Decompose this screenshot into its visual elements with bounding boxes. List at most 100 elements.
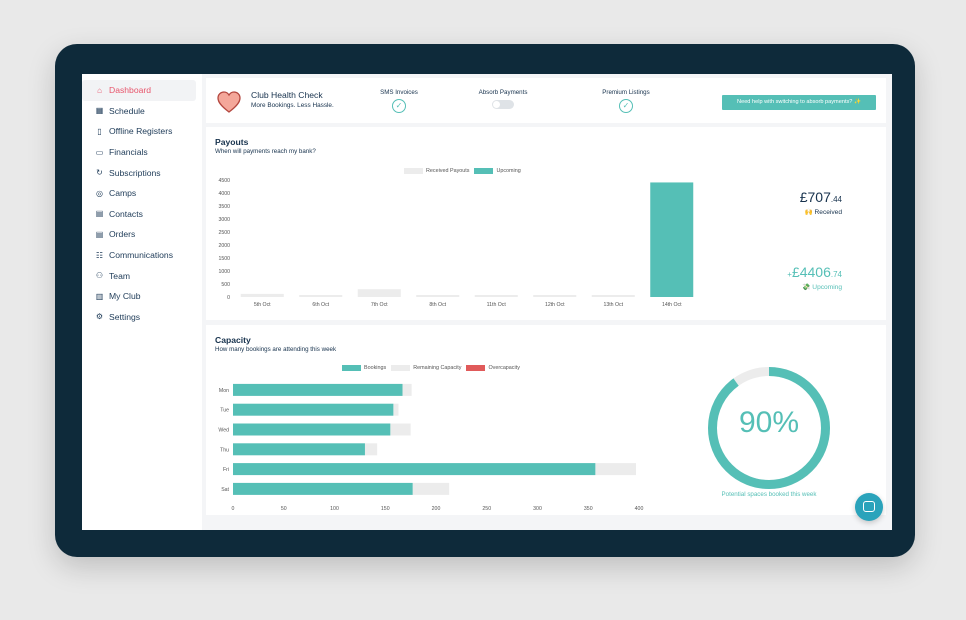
bar-bookings-tue <box>233 403 394 416</box>
x-tick-label: 7th Oct <box>371 302 388 308</box>
bar-bookings-sat <box>233 482 413 495</box>
sidebar-item-label: Communications <box>109 250 173 261</box>
donut-fill <box>708 367 830 489</box>
sidebar-item-label: Settings <box>109 311 141 322</box>
bar-bookings-fri <box>233 463 596 476</box>
bar-remaining-mon <box>402 383 412 396</box>
received-amount-value: £707 <box>799 189 831 205</box>
bar-remaining-sat <box>412 482 450 495</box>
sidebar-item-offline-registers[interactable]: ▯ Offline Registers <box>82 121 196 142</box>
sidebar-item-settings[interactable]: ⚙ Settings <box>82 307 196 328</box>
sidebar-item-camps[interactable]: ◎ Camps <box>82 183 196 204</box>
y-tick-label: 500 <box>221 282 230 288</box>
sidebar: ⌂ Dashboard ▦ Schedule ▯ Offline Registers ▭ Fi… <box>82 74 202 530</box>
chat-icon <box>863 501 875 512</box>
capacity-legend: Bookings Remaining Capacity Overcapacity <box>337 365 520 371</box>
refresh-icon: ↻ <box>96 168 103 178</box>
people-icon: ⚇ <box>95 271 104 281</box>
upcoming-amount-value: £4406 <box>791 264 831 280</box>
absorb-payments-toggle[interactable] <box>492 100 514 109</box>
absorb-payments-help-button[interactable]: Need help with switching to absorb payme… <box>722 95 876 110</box>
sidebar-item-label: My Club <box>109 291 141 302</box>
legend-swatch-received <box>404 168 423 174</box>
calendar-icon: ▦ <box>95 106 104 116</box>
sidebar-item-label: Orders <box>109 229 136 240</box>
absorb-payments-label: Absorb Payments <box>478 89 528 96</box>
sidebar-item-financials[interactable]: ▭ Financials <box>82 142 196 163</box>
y-tick-label: 1000 <box>218 269 230 275</box>
sidebar-item-label: Team <box>109 270 131 281</box>
y-tick-label: 1500 <box>218 256 230 262</box>
legend-swatch-upcoming <box>474 168 494 174</box>
y-tick-label: Sat <box>221 487 229 493</box>
heart-icon <box>217 91 241 113</box>
sidebar-item-label: Schedule <box>109 105 145 116</box>
sidebar-item-communications[interactable]: ☷ Communications <box>82 245 196 266</box>
document-icon: ▤ <box>95 229 104 239</box>
mobile-icon: ▯ <box>97 126 102 136</box>
upcoming-label: 💸 Upcoming <box>802 284 842 291</box>
gear-icon: ⚙ <box>95 312 104 322</box>
y-tick-label: 4500 <box>218 178 230 184</box>
y-tick-label: 2000 <box>218 243 230 249</box>
bar-received-13th-oct <box>591 295 635 297</box>
sidebar-item-label: Offline Registers <box>109 126 173 137</box>
legend-swatch-bookings <box>342 365 361 371</box>
x-tick-label: 50 <box>281 506 287 512</box>
sidebar-item-dashboard[interactable]: ⌂ Dashboard <box>82 80 196 101</box>
premium-listings-label: Premium Listings <box>602 89 650 96</box>
x-tick-label: 150 <box>381 506 390 512</box>
donut-caption: Potential spaces booked this week <box>721 491 817 498</box>
x-tick-label: 12th Oct <box>545 302 565 308</box>
bar-received-7th-oct <box>357 289 401 297</box>
health-check-title: Club Health Check <box>251 90 323 100</box>
sidebar-item-subscriptions[interactable]: ↻ Subscriptions <box>82 162 196 183</box>
y-tick-label: 3000 <box>218 217 230 223</box>
capacity-percent: 90% <box>738 406 800 439</box>
legend-label-upcoming: Upcoming <box>496 168 521 174</box>
y-tick-label: 3500 <box>218 204 230 210</box>
capacity-card: Capacity How many bookings are attending… <box>206 325 886 515</box>
bar-received-11th-oct <box>474 295 518 297</box>
bar-upcoming-14th-oct <box>650 182 694 297</box>
received-amount-pence: .44 <box>830 195 842 204</box>
sidebar-item-my-club[interactable]: ▥ My Club <box>82 286 196 307</box>
upcoming-amount-pence: .74 <box>830 270 842 279</box>
legend-swatch-overcapacity <box>466 365 486 371</box>
sidebar-item-orders[interactable]: ▤ Orders <box>82 224 196 245</box>
bar-received-6th-oct <box>299 295 343 297</box>
upcoming-prefix: + <box>787 270 792 279</box>
y-tick-label: Fri <box>223 467 229 473</box>
y-tick-label: Wed <box>218 428 229 434</box>
x-tick-label: 8th Oct <box>429 302 446 308</box>
legend-label-bookings: Bookings <box>364 365 387 371</box>
sidebar-item-label: Contacts <box>109 208 143 219</box>
bar-remaining-tue <box>393 403 399 416</box>
check-circle-icon: ✓ <box>392 99 406 113</box>
bar-received-8th-oct <box>416 295 460 297</box>
sidebar-item-team[interactable]: ⚇ Team <box>82 265 196 286</box>
chat-support-button[interactable] <box>855 493 883 521</box>
bar-bookings-wed <box>233 423 391 436</box>
health-check-subtitle: More Bookings. Less Hassle. <box>251 102 334 109</box>
x-tick-label: 350 <box>584 506 593 512</box>
payouts-card: Payouts When will payments reach my bank… <box>206 127 886 320</box>
sidebar-item-contacts[interactable]: ▤ Contacts <box>82 204 196 225</box>
x-tick-label: 300 <box>533 506 542 512</box>
capacity-chart: Mon Tue Wed Thu Fri Sat 0 50 100 150 200 250 300 350 4… <box>218 383 643 512</box>
bar-remaining-fri <box>595 463 636 476</box>
contact-card-icon: ▤ <box>95 209 104 219</box>
capacity-donut-chart <box>708 367 830 489</box>
sms-invoices-label: SMS Invoices <box>380 89 418 96</box>
legend-label-remaining: Remaining Capacity <box>413 365 462 371</box>
sidebar-item-schedule[interactable]: ▦ Schedule <box>82 101 196 122</box>
payouts-chart: 0 500 1000 1500 2000 2500 3000 3500 4000 4500 5th … <box>218 178 694 308</box>
y-tick-label: Mon <box>219 388 229 394</box>
chat-icon: ☷ <box>95 250 104 260</box>
y-tick-label: Tue <box>220 408 229 414</box>
received-amount: £707.44 🙌 Received <box>736 189 842 216</box>
x-tick-label: 0 <box>232 506 235 512</box>
bar-remaining-wed <box>390 423 411 436</box>
bar-remaining-thu <box>364 443 378 456</box>
absorb-payments-status: Absorb Payments <box>468 89 538 109</box>
